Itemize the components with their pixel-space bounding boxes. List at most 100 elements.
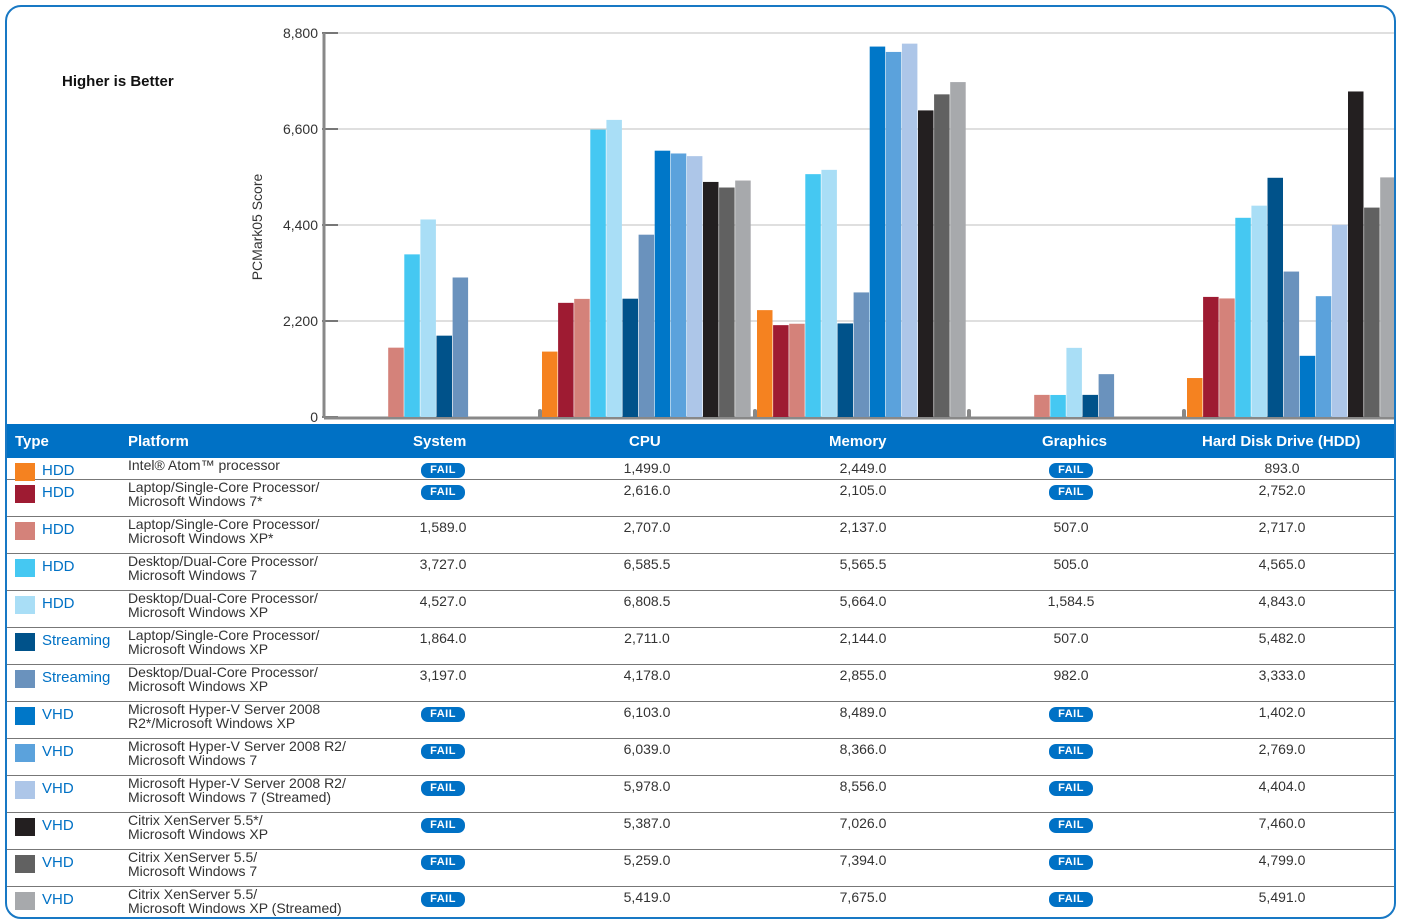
platform-line: Laptop/Single-Core Processor/ (128, 627, 320, 643)
legend-swatch (15, 855, 35, 873)
bar (622, 298, 638, 417)
fail-badge: FAIL (421, 707, 465, 722)
cell-hdd: 4,565.0 (1258, 556, 1306, 572)
bar (1098, 374, 1115, 417)
header-memory: Memory (829, 433, 887, 450)
header-type: Type (15, 433, 49, 450)
cell-system: FAIL (373, 889, 513, 907)
header-graphics: Graphics (1042, 433, 1108, 450)
fail-badge: FAIL (1049, 892, 1093, 907)
bar (1187, 378, 1203, 417)
cell-graphics: FAIL (1001, 704, 1141, 722)
cell-graphics: FAIL (1001, 741, 1141, 759)
y-axis-label: PCMark05 Score (249, 173, 265, 280)
cell-hdd: 2,769.0 (1258, 741, 1306, 757)
legend-swatch (15, 781, 35, 799)
platform-line: Desktop/Dual-Core Processor/ (128, 590, 318, 606)
bar-chart: 0 2,200 4,400 6,600 8,800 PCMark05 Score (249, 25, 1394, 424)
bar (1203, 296, 1219, 417)
bar (388, 347, 404, 417)
cell-system: FAIL (373, 741, 513, 759)
row-type: HDD (42, 558, 75, 575)
bar (1034, 394, 1050, 417)
cell-hdd: 4,404.0 (1258, 778, 1306, 794)
table-row: HDD Desktop/Dual-Core Processor/Microsoft… (7, 591, 1394, 628)
fail-badge: FAIL (421, 463, 465, 478)
row-type: HDD (42, 595, 75, 612)
row-platform: Citrix XenServer 5.5/Microsoft Windows X… (128, 887, 388, 915)
bar (1219, 298, 1235, 417)
platform-line: Microsoft Hyper-V Server 2008 R2/ (128, 775, 346, 791)
cell-hdd: 893.0 (1264, 460, 1300, 476)
legend-swatch (15, 670, 35, 688)
cell-system: FAIL (373, 778, 513, 796)
row-type: Streaming (42, 669, 111, 686)
platform-line: Microsoft Windows XP (128, 604, 269, 620)
row-type: HDD (42, 462, 75, 479)
row-platform: Desktop/Dual-Core Processor/Microsoft Wi… (128, 591, 388, 619)
y-tick-label: 4,400 (283, 217, 318, 233)
platform-line: Microsoft Windows 7 (128, 752, 258, 768)
row-type: VHD (42, 817, 74, 834)
bar (404, 254, 420, 417)
cell-cpu: 4,178.0 (623, 667, 671, 683)
bar (1066, 347, 1082, 417)
platform-line: Desktop/Dual-Core Processor/ (128, 553, 318, 569)
cell-cpu: 2,616.0 (623, 482, 671, 498)
group-separator (538, 409, 542, 419)
cell-memory: 7,026.0 (839, 815, 887, 831)
cell-graphics: FAIL (1001, 889, 1141, 907)
bar (885, 51, 902, 418)
platform-line: Microsoft Windows 7 (128, 863, 258, 879)
cell-memory: 2,144.0 (839, 630, 887, 646)
row-platform: Microsoft Hyper-V Server 2008 R2/Microso… (128, 776, 388, 804)
bar (837, 323, 853, 417)
cell-graphics: FAIL (1001, 778, 1141, 796)
table-row: VHD Citrix XenServer 5.5*/Microsoft Windo… (7, 813, 1394, 850)
table-row: VHD Microsoft Hyper-V Server 2008 R2*/Micr… (7, 701, 1394, 739)
cell-system: 3,197.0 (419, 667, 467, 683)
cell-cpu: 6,808.5 (623, 593, 671, 609)
bar (420, 219, 436, 417)
platform-line: Microsoft Hyper-V Server 2008 (128, 701, 321, 717)
legend-swatch (15, 818, 35, 836)
fail-badge: FAIL (421, 892, 465, 907)
legend-swatch (15, 559, 35, 577)
platform-line: Microsoft Windows XP (128, 641, 269, 657)
bar (735, 180, 751, 417)
cell-cpu: 2,711.0 (624, 630, 670, 646)
cell-system: 4,527.0 (419, 593, 467, 609)
cell-memory: 7,394.0 (839, 852, 887, 868)
bar (654, 150, 671, 418)
fail-badge: FAIL (1049, 744, 1093, 759)
fail-badge: FAIL (421, 485, 465, 500)
cell-graphics: FAIL (1001, 482, 1141, 500)
table-row: HDD Intel® Atom™ processor FAIL 1,499.0 2,44… (7, 458, 1394, 481)
cell-memory: 8,556.0 (839, 778, 887, 794)
cell-graphics: 505.0 (1053, 556, 1089, 572)
cell-system: 1,864.0 (419, 630, 467, 646)
header-hdd: Hard Disk Drive (HDD) (1202, 433, 1361, 450)
bar (901, 43, 918, 417)
cell-graphics: FAIL (1001, 815, 1141, 833)
platform-line: Citrix XenServer 5.5/ (128, 886, 258, 902)
cell-hdd: 1,402.0 (1258, 704, 1306, 720)
bar (606, 119, 622, 417)
table-row: HDD Laptop/Single-Core Processor/Microsof… (7, 517, 1394, 554)
cell-system: FAIL (373, 815, 513, 833)
y-tick-label: 0 (310, 409, 318, 424)
table-row: VHD Citrix XenServer 5.5/Microsoft Window… (7, 887, 1394, 917)
row-type: HDD (42, 484, 75, 501)
bar (1364, 207, 1380, 417)
cell-system: FAIL (373, 704, 513, 722)
cell-hdd: 4,799.0 (1258, 852, 1306, 868)
cell-hdd: 5,491.0 (1258, 889, 1306, 905)
bar (1283, 271, 1300, 417)
bar (1348, 91, 1364, 418)
row-platform: Intel® Atom™ processor (128, 458, 388, 472)
platform-line: Laptop/Single-Core Processor/ (128, 479, 320, 495)
bar (719, 187, 735, 417)
cell-memory: 5,664.0 (839, 593, 887, 609)
table-row: Streaming Laptop/Single-Core Processor/Mi… (7, 627, 1394, 665)
cell-cpu: 5,387.0 (623, 815, 671, 831)
